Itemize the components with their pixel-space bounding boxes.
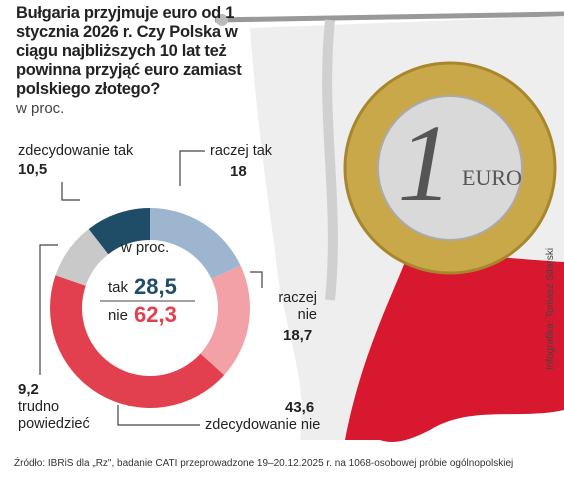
category-label: trudno powiedzieć	[18, 399, 90, 432]
coin-center	[377, 95, 523, 241]
value-label: 10,5	[18, 161, 48, 178]
leader-line	[179, 150, 205, 186]
leader-line	[250, 271, 263, 288]
summary-label: nie	[108, 307, 128, 324]
category-label: raczej tak	[210, 143, 273, 159]
donut-segment	[150, 208, 241, 280]
pole-knob	[216, 14, 228, 26]
flag-fold	[322, 19, 338, 301]
source: Źródło: IBRiS dla „Rz", badanie CATI prz…	[14, 458, 514, 469]
summary-value: 62,3	[134, 302, 177, 327]
value-label: 18,7	[283, 327, 313, 344]
subtitle: w proc.	[16, 100, 65, 117]
value-label: 9,2	[18, 381, 39, 398]
summary-label: tak	[108, 279, 129, 296]
category-label: zdecydowanie nie	[205, 417, 321, 433]
donut-segment	[55, 228, 109, 286]
donut-segment	[88, 208, 150, 255]
summary-value: 28,5	[134, 274, 177, 299]
flag-red	[345, 255, 564, 442]
category-label: zdecydowanie tak	[18, 143, 134, 159]
center-title: w proc.	[120, 239, 169, 256]
leader-line	[117, 405, 200, 426]
donut-segment	[49, 275, 225, 408]
value-label: 43,6	[285, 399, 315, 416]
donut-segment	[200, 265, 251, 376]
coin-word: EURO	[462, 165, 522, 190]
title: Bułgaria przyjmuje euro od 1 stycznia 20…	[16, 4, 242, 98]
leader-line	[61, 182, 80, 201]
leader-line	[39, 244, 58, 375]
credit: Infografika: Tomasz Sitarski	[545, 248, 556, 370]
flag-pole	[214, 11, 564, 23]
value-label: 18	[230, 163, 247, 180]
category-label: raczej nie	[278, 290, 317, 323]
coin-digit: 1	[398, 102, 453, 224]
